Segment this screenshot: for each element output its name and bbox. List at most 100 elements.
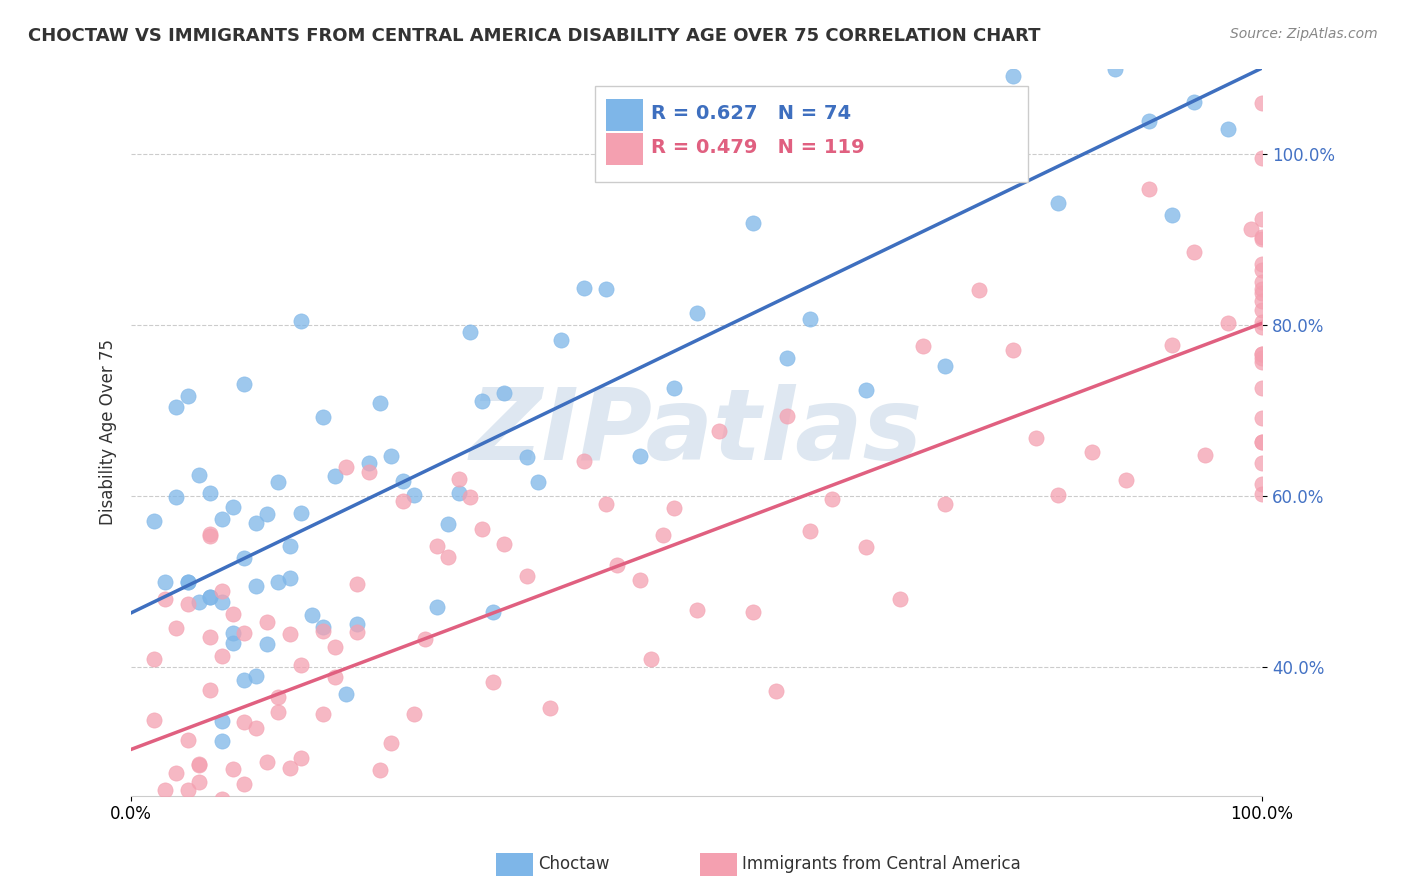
Point [312, 410, 335, 425]
Point [267, 475, 290, 489]
Point [1251, 282, 1274, 296]
Point [256, 507, 278, 521]
Point [821, 491, 844, 506]
Point [177, 575, 200, 590]
Point [290, 314, 312, 328]
Point [245, 850, 267, 864]
Point [131, 834, 153, 848]
Point [709, 424, 731, 438]
Point [1182, 245, 1205, 260]
Point [1160, 338, 1182, 352]
Point [1251, 434, 1274, 449]
Point [1104, 62, 1126, 77]
Point [357, 456, 380, 470]
Point [662, 381, 685, 395]
Point [233, 551, 256, 566]
Point [312, 624, 335, 639]
Point [1251, 211, 1274, 226]
Point [200, 527, 222, 541]
Point [312, 706, 335, 721]
Point [471, 393, 494, 408]
Point [211, 512, 233, 526]
Point [685, 603, 707, 617]
Point [1251, 95, 1274, 110]
Point [142, 652, 165, 666]
Point [1160, 208, 1182, 222]
Point [267, 690, 290, 705]
Point [188, 595, 211, 609]
Point [1251, 381, 1274, 395]
Point [1251, 456, 1274, 470]
Point [211, 584, 233, 599]
Point [177, 782, 200, 797]
Point [662, 500, 685, 515]
Point [267, 705, 290, 719]
Point [200, 630, 222, 644]
Point [1115, 473, 1137, 487]
Point [256, 615, 278, 630]
Point [471, 522, 494, 536]
Point [572, 453, 595, 467]
Point [776, 351, 799, 365]
Point [357, 465, 380, 479]
Point [222, 607, 245, 621]
Point [222, 636, 245, 650]
Point [402, 707, 425, 722]
Text: R = 0.627   N = 74: R = 0.627 N = 74 [651, 103, 851, 123]
Point [437, 516, 460, 531]
Point [1047, 196, 1070, 211]
Point [1251, 275, 1274, 289]
Point [323, 670, 346, 684]
Point [1002, 69, 1025, 83]
Point [1182, 95, 1205, 110]
Point [256, 636, 278, 650]
Point [494, 386, 516, 401]
Point [188, 757, 211, 772]
Point [177, 732, 200, 747]
Point [413, 632, 436, 647]
Point [1251, 351, 1274, 365]
Point [301, 825, 323, 839]
Point [595, 282, 617, 296]
Text: CHOCTAW VS IMMIGRANTS FROM CENTRAL AMERICA DISABILITY AGE OVER 75 CORRELATION CH: CHOCTAW VS IMMIGRANTS FROM CENTRAL AMERI… [28, 27, 1040, 45]
Point [460, 325, 482, 339]
Point [211, 792, 233, 806]
Point [1194, 448, 1216, 462]
Point [211, 648, 233, 663]
Point [245, 516, 267, 531]
Point [1025, 431, 1047, 445]
Point [449, 485, 471, 500]
Point [233, 377, 256, 392]
Point [245, 721, 267, 735]
Point [482, 605, 505, 619]
Point [278, 627, 301, 641]
Point [969, 138, 991, 153]
Point [245, 669, 267, 683]
Point [1251, 230, 1274, 244]
Point [188, 467, 211, 482]
Point [437, 549, 460, 564]
Point [1251, 477, 1274, 491]
Point [1216, 316, 1239, 330]
Point [290, 750, 312, 764]
Y-axis label: Disability Age Over 75: Disability Age Over 75 [100, 339, 117, 525]
Point [391, 494, 413, 508]
Point [606, 558, 628, 573]
Point [1251, 231, 1274, 245]
Point [1251, 346, 1274, 360]
Point [391, 474, 413, 488]
Point [516, 450, 538, 464]
Point [222, 814, 245, 829]
Point [211, 733, 233, 747]
Point [640, 651, 662, 665]
Point [1251, 487, 1274, 501]
Point [290, 506, 312, 520]
Point [177, 798, 200, 813]
Point [1240, 221, 1263, 235]
Point [934, 497, 956, 511]
Point [200, 529, 222, 543]
Point [323, 640, 346, 654]
Point [1216, 122, 1239, 136]
Text: Source: ZipAtlas.com: Source: ZipAtlas.com [1230, 27, 1378, 41]
Point [153, 574, 176, 589]
